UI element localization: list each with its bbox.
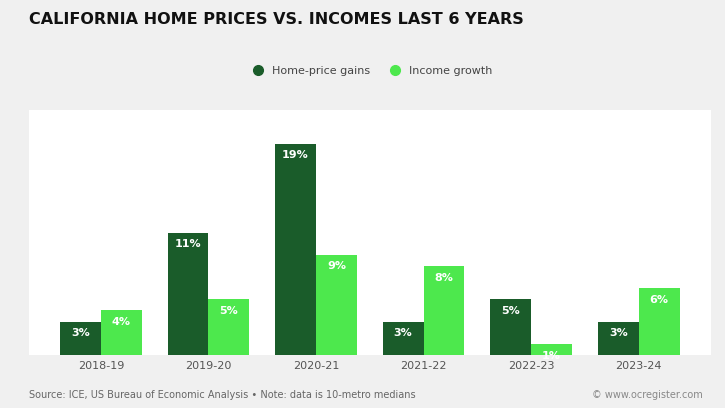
Text: 5%: 5% — [501, 306, 520, 316]
Bar — [208, 299, 249, 355]
Bar — [60, 322, 101, 355]
Bar — [490, 299, 531, 355]
Text: 3%: 3% — [71, 328, 90, 338]
Text: 9%: 9% — [327, 262, 346, 271]
Text: Source: ICE, US Bureau of Economic Analysis • Note: data is 10-metro medians: Source: ICE, US Bureau of Economic Analy… — [29, 390, 415, 400]
Text: 8%: 8% — [434, 273, 453, 283]
Bar — [275, 144, 316, 355]
Bar — [531, 344, 572, 355]
Text: 6%: 6% — [650, 295, 668, 305]
Bar — [167, 233, 208, 355]
Text: 3%: 3% — [609, 328, 628, 338]
Legend: Home-price gains, Income growth: Home-price gains, Income growth — [242, 62, 497, 81]
Bar — [101, 310, 141, 355]
Bar — [383, 322, 423, 355]
Bar — [423, 266, 465, 355]
Text: 5%: 5% — [220, 306, 239, 316]
Text: 4%: 4% — [112, 317, 130, 327]
Bar — [639, 288, 679, 355]
Text: CALIFORNIA HOME PRICES VS. INCOMES LAST 6 YEARS: CALIFORNIA HOME PRICES VS. INCOMES LAST … — [29, 12, 523, 27]
Text: 3%: 3% — [394, 328, 413, 338]
Text: 19%: 19% — [282, 150, 309, 160]
Bar — [316, 255, 357, 355]
Text: 11%: 11% — [175, 239, 202, 249]
Bar — [598, 322, 639, 355]
Text: © www.ocregister.com: © www.ocregister.com — [592, 390, 703, 400]
Text: 1%: 1% — [542, 350, 561, 361]
